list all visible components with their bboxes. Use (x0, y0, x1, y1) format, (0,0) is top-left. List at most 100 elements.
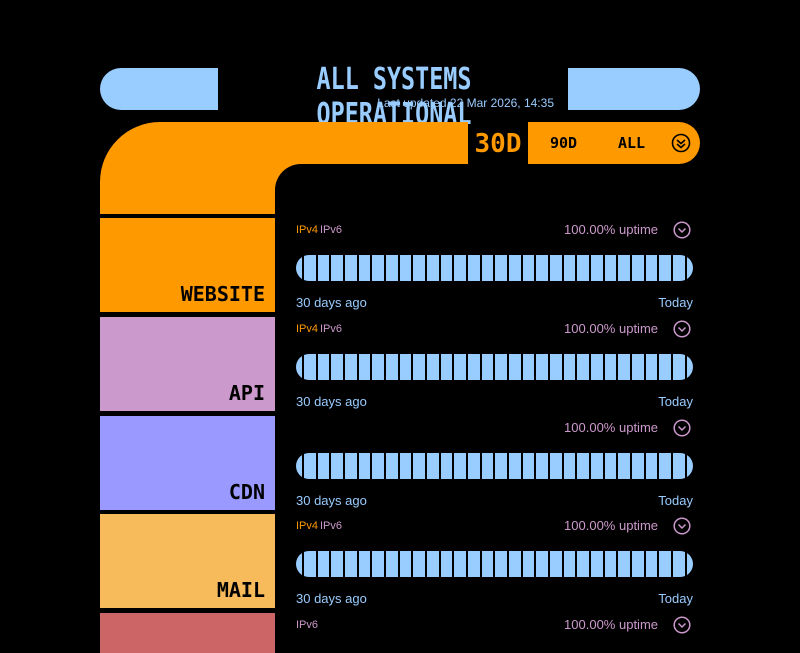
expand-chevron-icon[interactable] (673, 616, 691, 634)
axis-end-label: Today (658, 591, 693, 606)
day-separator (602, 453, 605, 479)
ipv6-tag: IPv6 (296, 619, 319, 631)
day-separator (438, 453, 441, 479)
day-separator (356, 354, 359, 380)
day-separator (616, 354, 619, 380)
day-separator (589, 453, 592, 479)
day-separator (561, 255, 564, 281)
day-separator (452, 354, 455, 380)
range-all-button[interactable]: ALL (618, 134, 646, 152)
day-separator (452, 453, 455, 479)
day-separator (370, 551, 373, 577)
day-separator (507, 453, 510, 479)
day-separator (561, 354, 564, 380)
uptime-text: 100.00% uptime (564, 518, 658, 533)
day-separator (657, 453, 660, 479)
day-separator (520, 354, 523, 380)
range-bar (528, 122, 700, 164)
day-separator (302, 453, 304, 479)
day-separator (384, 255, 387, 281)
day-separator (384, 551, 387, 577)
day-separator (343, 354, 346, 380)
service-block-0: WEBSITE (100, 218, 275, 312)
day-separator (575, 255, 578, 281)
header-cap-left (100, 68, 218, 110)
day-separator (425, 453, 428, 479)
expand-chevron-icon[interactable] (673, 517, 691, 535)
day-separator (548, 453, 551, 479)
day-separator (534, 551, 537, 577)
expand-chevron-icon[interactable] (673, 221, 691, 239)
expand-chevron-icon[interactable] (673, 419, 691, 437)
day-separator (329, 551, 332, 577)
expand-chevron-icon[interactable] (673, 320, 691, 338)
day-separator (479, 453, 482, 479)
day-separator (657, 354, 660, 380)
uptime-text: 100.00% uptime (564, 321, 658, 336)
day-separator (315, 354, 318, 380)
day-separator (411, 453, 414, 479)
day-separator (643, 255, 646, 281)
day-separator (561, 453, 564, 479)
day-separator (425, 255, 428, 281)
day-separator (370, 354, 373, 380)
day-separator (425, 551, 428, 577)
day-separator (343, 551, 346, 577)
day-separator (684, 255, 687, 281)
uptime-history-bar[interactable] (296, 453, 693, 479)
day-separator (548, 551, 551, 577)
day-separator (397, 354, 400, 380)
day-separator (671, 453, 674, 479)
day-separator (534, 255, 537, 281)
day-separator (438, 255, 441, 281)
range-90d-button[interactable]: 90D (550, 134, 578, 152)
service-name: MAIL (216, 578, 265, 602)
day-separator (684, 453, 687, 479)
service-block-4 (100, 613, 275, 653)
collapse-all-icon[interactable] (671, 133, 691, 153)
day-separator (534, 354, 537, 380)
day-separator (534, 453, 537, 479)
ipv6-tag: IPv6 (320, 224, 343, 236)
day-separator (493, 453, 496, 479)
axis-start-label: 30 days ago (296, 493, 367, 508)
uptime-history-bar[interactable] (296, 354, 693, 380)
day-separator (438, 551, 441, 577)
day-separator (384, 453, 387, 479)
day-separator (329, 354, 332, 380)
day-separator (479, 551, 482, 577)
ipv4-tag: IPv4 (296, 224, 319, 236)
uptime-history-bar[interactable] (296, 551, 693, 577)
day-separator (657, 255, 660, 281)
day-separator (602, 551, 605, 577)
day-separator (438, 354, 441, 380)
axis-end-label: Today (658, 493, 693, 508)
day-separator (356, 551, 359, 577)
day-separator (370, 453, 373, 479)
elbow-inner-cut (275, 164, 475, 224)
day-separator (575, 551, 578, 577)
day-separator (479, 354, 482, 380)
day-separator (671, 551, 674, 577)
day-separator (548, 354, 551, 380)
service-block-3: MAIL (100, 514, 275, 608)
uptime-history-bar[interactable] (296, 255, 693, 281)
day-separator (671, 354, 674, 380)
day-separator (466, 551, 469, 577)
day-separator (425, 354, 428, 380)
day-separator (643, 453, 646, 479)
day-separator (302, 551, 304, 577)
ipv4-tag: IPv4 (296, 520, 319, 532)
day-separator (329, 453, 332, 479)
ipv6-tag: IPv6 (320, 323, 343, 335)
day-separator (507, 551, 510, 577)
day-separator (616, 551, 619, 577)
day-separator (343, 255, 346, 281)
ipv6-tag: IPv6 (320, 520, 343, 532)
range-30d-button[interactable]: 30D (474, 129, 522, 159)
day-separator (616, 453, 619, 479)
day-separator (575, 453, 578, 479)
day-separator (630, 453, 633, 479)
day-separator (643, 551, 646, 577)
day-separator (643, 354, 646, 380)
